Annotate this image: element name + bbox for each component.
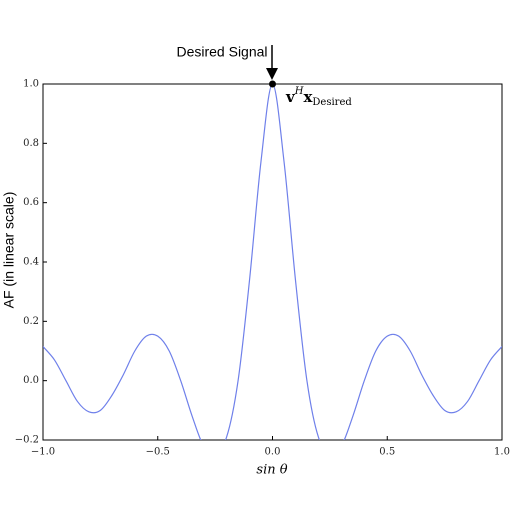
y-tick-label: 0.0 (23, 375, 39, 386)
y-tick-label: 1.0 (23, 79, 39, 90)
point-label-v: v (285, 88, 296, 106)
annotation-point (269, 80, 276, 88)
y-tick-label: 0.4 (23, 257, 39, 268)
x-tick-label: −1.0 (31, 447, 55, 458)
x-tick-label: 1.0 (494, 447, 510, 458)
arrow-head (266, 68, 278, 80)
point-label-x: x (303, 88, 313, 106)
annotation: Desired Signal (176, 44, 267, 60)
y-axis-label: AF (in linear scale) (1, 192, 17, 309)
x-tick-label: −0.5 (146, 447, 170, 458)
y-tick-label: 0.2 (23, 316, 39, 327)
x-axis-label: sin θ (256, 463, 287, 478)
x-tick-label: 0.0 (265, 447, 281, 458)
point-label-sup: H (294, 86, 304, 97)
y-tick-label: 0.6 (23, 197, 39, 208)
point-label: vHxDesired (285, 86, 352, 108)
y-tick-label: −0.2 (15, 435, 39, 446)
axes-frame (42, 83, 503, 441)
line-series (43, 84, 502, 440)
x-tick-label: 0.5 (379, 447, 395, 458)
point-label-sub: Desired (312, 97, 352, 108)
y-tick-label: 0.8 (23, 138, 39, 149)
